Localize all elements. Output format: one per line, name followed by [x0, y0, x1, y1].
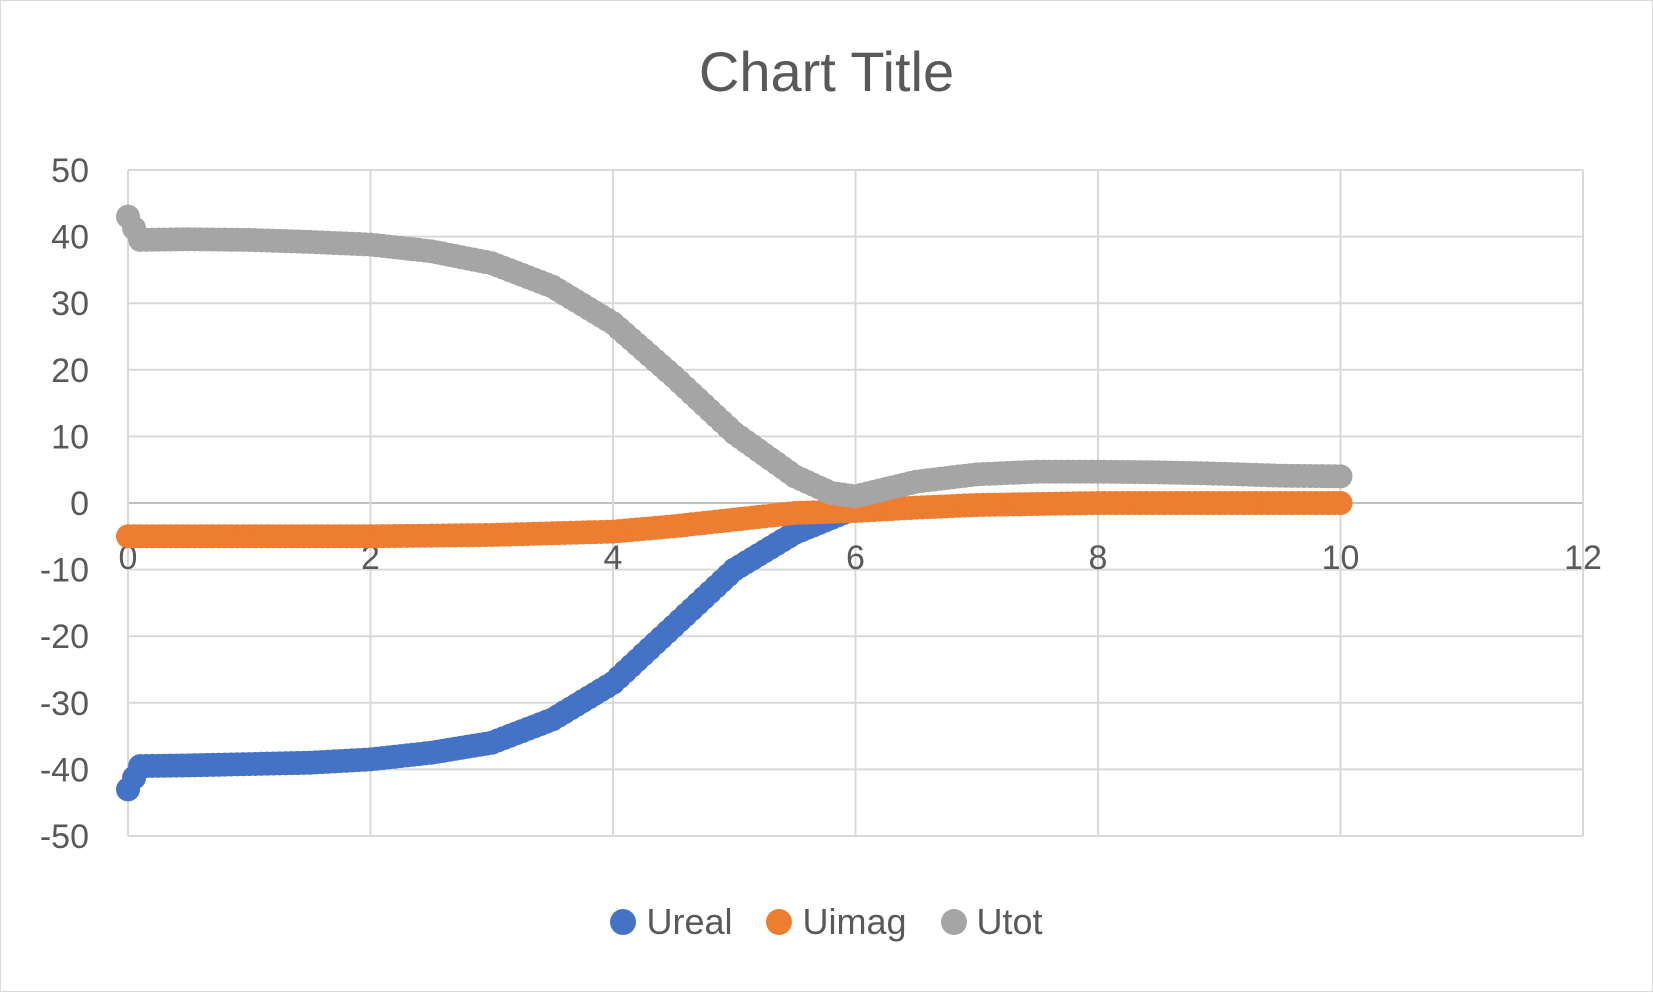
- legend-marker-ureal: [610, 909, 637, 935]
- x-tick-label: 0: [119, 539, 138, 577]
- legend-entry-uimag: Uimag: [766, 901, 907, 943]
- legend-entry-utot: Utot: [940, 901, 1043, 943]
- legend-entry-ureal: Ureal: [610, 901, 732, 943]
- legend-label-uimag: Uimag: [802, 901, 907, 942]
- x-tick-label: 10: [1322, 539, 1360, 577]
- y-tick-label: 30: [51, 285, 89, 323]
- y-tick-label: 40: [51, 219, 89, 257]
- data-point-uimag: [1328, 491, 1353, 515]
- data-point-utot: [1328, 464, 1353, 489]
- x-tick-label: 6: [846, 539, 865, 577]
- y-tick-label: -40: [40, 751, 89, 789]
- x-tick-label: 2: [361, 539, 380, 577]
- x-tick-label: 12: [1564, 539, 1602, 577]
- y-tick-label: 0: [70, 485, 89, 523]
- y-tick-label: -30: [40, 685, 89, 723]
- y-tick-label: -10: [40, 552, 89, 590]
- y-tick-label: 10: [51, 418, 89, 456]
- y-tick-label: 50: [51, 152, 89, 190]
- legend-label-utot: Utot: [976, 901, 1043, 942]
- x-tick-label: 4: [604, 539, 623, 577]
- legend-marker-utot: [940, 909, 967, 935]
- y-tick-label: -20: [40, 618, 89, 656]
- y-tick-label: 20: [51, 352, 89, 390]
- legend: Ureal Uimag Utot: [1, 901, 1652, 943]
- legend-label-ureal: Ureal: [646, 901, 733, 942]
- x-tick-label: 8: [1089, 539, 1108, 577]
- legend-marker-uimag: [766, 909, 793, 935]
- chart-title: Chart Title: [698, 40, 955, 103]
- y-tick-label: -50: [40, 818, 89, 856]
